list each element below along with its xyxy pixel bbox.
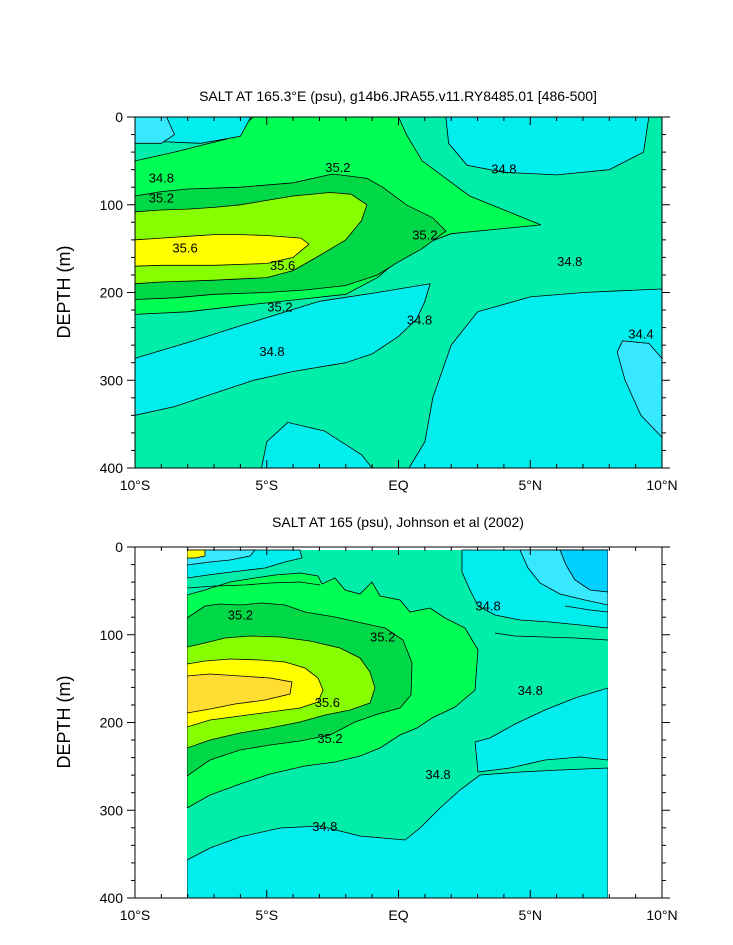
contour-label: 34.8 [475, 599, 500, 614]
y-tick-label: 100 [100, 197, 124, 213]
contour-label: 34.8 [407, 313, 432, 328]
top-contour-field [135, 117, 662, 468]
x-tick-label: 10°S [120, 907, 151, 923]
x-tick-label: 5°N [519, 907, 543, 923]
bottom-contour-labels: 35.2 35.2 34.8 35.6 34.8 35.2 34.8 34.8 [228, 599, 543, 834]
y-tick-label: 0 [115, 109, 123, 125]
contour-label: 35.2 [317, 731, 342, 746]
top-contour-labels: 34.8 35.2 35.2 34.8 35.6 35.6 35.2 34.8 35.2 34.8… [149, 160, 654, 359]
contour-region-34.6 [135, 283, 431, 416]
contour-region-34.4 [135, 117, 373, 468]
bottom-region-34.6-deep-left [187, 767, 608, 898]
contour-label: 34.8 [491, 162, 516, 177]
x-tick-label: 10°N [646, 477, 677, 493]
contour-label: 35.6 [315, 695, 340, 710]
contour-label: 35.2 [325, 160, 350, 175]
bottom-contour-line [187, 581, 321, 589]
contour-region-35.6 [135, 234, 310, 267]
bottom-contour-field [187, 549, 608, 898]
contour-label: 34.8 [312, 819, 337, 834]
contour-label: 34.8 [518, 683, 543, 698]
contour-region-34.6 [408, 288, 662, 468]
contour-label: 34.8 [259, 344, 284, 359]
top-y-axis-label: DEPTH (m) [54, 246, 74, 339]
y-tick-label: 0 [115, 539, 123, 555]
y-tick-label: 200 [100, 715, 124, 731]
contour-label: 34.8 [425, 767, 450, 782]
contour-label: 34.4 [628, 327, 653, 342]
contour-region-34.6 [445, 117, 650, 176]
bottom-contour-line [494, 632, 608, 641]
x-tick-label: 5°S [255, 477, 278, 493]
bottom-chart-title: SALT AT 165 (psu), Johnson et al (2002) [272, 514, 524, 530]
bottom-region-35.8 [187, 673, 293, 714]
x-tick-label: EQ [388, 477, 408, 493]
bottom-y-axis-label: DEPTH (m) [54, 676, 74, 769]
contour-label: 35.2 [370, 629, 395, 644]
contour-label: 34.8 [557, 254, 582, 269]
contour-label: 35.6 [270, 258, 295, 273]
y-tick-label: 400 [100, 890, 124, 906]
bottom-region-34.6-deep-right [474, 687, 608, 773]
y-tick-label: 400 [100, 460, 124, 476]
contour-label: 35.2 [267, 299, 292, 314]
x-tick-label: 10°N [646, 907, 677, 923]
contour-label: 34.8 [149, 170, 174, 185]
bottom-contour-line [564, 605, 608, 613]
y-tick-label: 300 [100, 802, 124, 818]
bottom-axis-ticks: 10°S 5°S EQ 5°N 10°N 0 100 200 300 400 [100, 539, 678, 923]
bottom-region-35.6-top [187, 549, 206, 559]
y-tick-label: 100 [100, 627, 124, 643]
x-tick-label: 5°S [255, 907, 278, 923]
bottom-region-34.2-upper-right [559, 549, 608, 593]
x-tick-label: 10°S [120, 477, 151, 493]
y-tick-label: 300 [100, 372, 124, 388]
x-tick-label: EQ [388, 907, 408, 923]
x-tick-label: 5°N [519, 477, 543, 493]
contour-label: 35.6 [172, 241, 197, 256]
contour-region-34.2 [616, 340, 662, 438]
contour-region-34.2 [135, 117, 176, 144]
contour-label: 35.2 [149, 191, 174, 206]
top-chart-title: SALT AT 165.3°E (psu), g14b6.JRA55.v11.R… [199, 88, 597, 104]
top-axis-ticks: 10°S 5°S EQ 5°N 10°N 0 100 200 300 400 [100, 109, 678, 493]
contour-label: 35.2 [228, 607, 253, 622]
contour-label: 35.2 [412, 227, 437, 242]
y-tick-label: 200 [100, 285, 124, 301]
